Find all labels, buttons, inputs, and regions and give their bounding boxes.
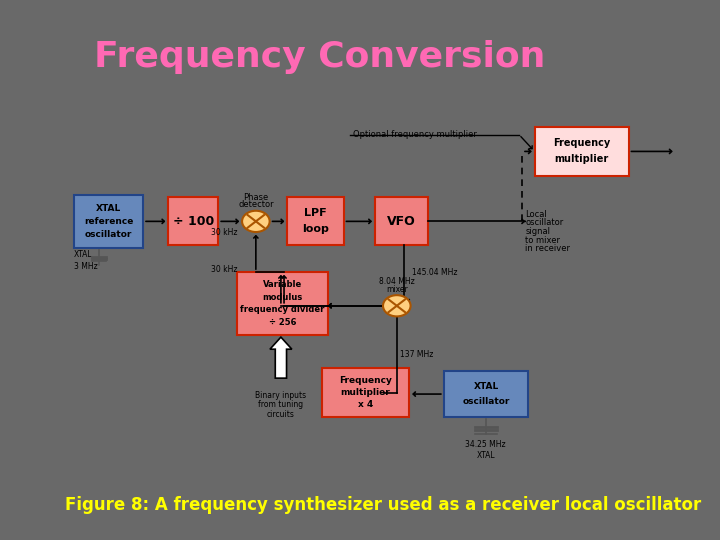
Text: reference: reference bbox=[84, 217, 133, 226]
Text: oscillator: oscillator bbox=[85, 230, 132, 239]
FancyArrow shape bbox=[270, 337, 292, 378]
Circle shape bbox=[242, 211, 269, 232]
Bar bbox=[237, 272, 328, 335]
Text: ÷ 100: ÷ 100 bbox=[173, 215, 214, 228]
Text: Frequency: Frequency bbox=[339, 376, 392, 385]
Text: 8.04 MHz: 8.04 MHz bbox=[379, 277, 415, 286]
Text: XTAL: XTAL bbox=[96, 204, 121, 213]
Text: signal: signal bbox=[525, 227, 550, 236]
Text: Frequency Conversion: Frequency Conversion bbox=[94, 40, 545, 73]
Text: from tuning: from tuning bbox=[258, 400, 303, 409]
Bar bbox=[534, 127, 629, 176]
Text: x 4: x 4 bbox=[358, 400, 373, 409]
Text: 137 MHz: 137 MHz bbox=[400, 349, 433, 359]
Bar bbox=[375, 197, 428, 246]
Text: Variable: Variable bbox=[263, 280, 302, 289]
Text: Frequency: Frequency bbox=[553, 138, 611, 149]
Bar bbox=[74, 195, 143, 248]
Text: circuits: circuits bbox=[267, 410, 295, 419]
Text: in receiver: in receiver bbox=[525, 245, 570, 253]
Text: XTAL: XTAL bbox=[474, 382, 499, 390]
Text: VFO: VFO bbox=[387, 215, 416, 228]
Text: Phase: Phase bbox=[243, 193, 269, 202]
Text: Optional frequency multiplier: Optional frequency multiplier bbox=[353, 130, 477, 139]
Text: Binary inputs: Binary inputs bbox=[256, 390, 307, 400]
Text: 3 MHz: 3 MHz bbox=[74, 262, 98, 272]
Text: ÷ 256: ÷ 256 bbox=[269, 318, 296, 327]
Text: detector: detector bbox=[238, 200, 274, 209]
Text: 30 kHz: 30 kHz bbox=[211, 265, 238, 274]
Text: loop: loop bbox=[302, 225, 329, 234]
Text: frequency divider: frequency divider bbox=[240, 305, 325, 314]
Text: modulus: modulus bbox=[262, 293, 302, 302]
Bar bbox=[322, 368, 409, 417]
Text: LPF: LPF bbox=[304, 208, 327, 218]
Circle shape bbox=[383, 295, 410, 316]
Text: 34.25 MHz: 34.25 MHz bbox=[465, 440, 506, 449]
Text: oscillator: oscillator bbox=[525, 218, 564, 227]
Text: Local: Local bbox=[525, 210, 547, 219]
Text: XTAL: XTAL bbox=[477, 450, 495, 460]
Text: 30 kHz: 30 kHz bbox=[211, 228, 238, 237]
Text: 145.04 MHz: 145.04 MHz bbox=[413, 267, 458, 276]
Text: XTAL: XTAL bbox=[74, 251, 93, 259]
Text: Figure 8: A frequency synthesizer used as a receiver local oscillator: Figure 8: A frequency synthesizer used a… bbox=[65, 496, 701, 514]
Text: to mixer: to mixer bbox=[525, 235, 560, 245]
Bar bbox=[444, 371, 528, 417]
Text: multiplier: multiplier bbox=[554, 154, 608, 165]
Text: multiplier: multiplier bbox=[341, 388, 390, 397]
Text: oscillator: oscillator bbox=[462, 397, 510, 406]
Text: mixer: mixer bbox=[386, 285, 408, 294]
Bar bbox=[168, 197, 218, 246]
Bar bbox=[287, 197, 343, 246]
